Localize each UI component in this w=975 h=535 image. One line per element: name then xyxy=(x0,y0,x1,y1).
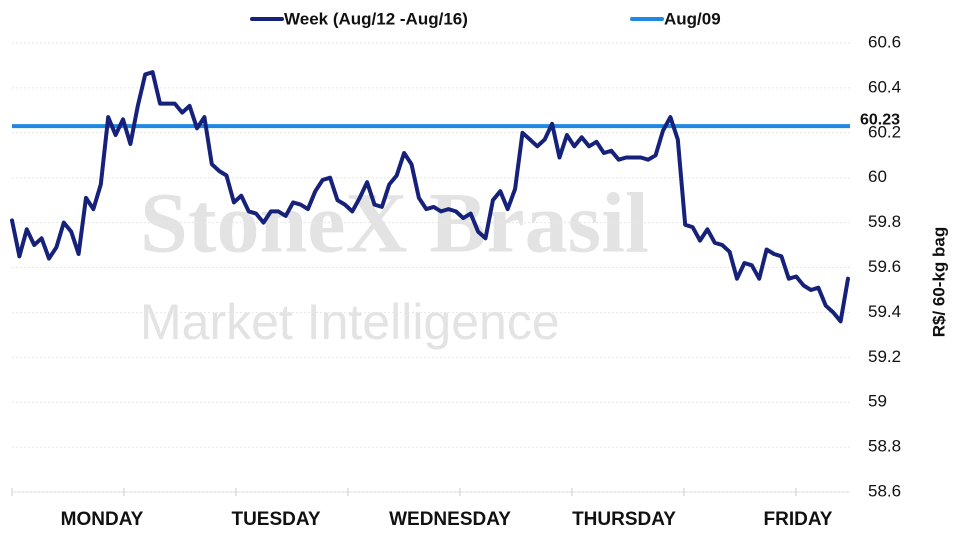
y-tick-label: 60.2 xyxy=(868,122,901,141)
y-tick-label: 59.8 xyxy=(868,212,901,231)
x-tick-label: WEDNESDAY xyxy=(389,509,511,530)
y-tick-label: 58.6 xyxy=(868,481,901,500)
watermark: Market Intelligence xyxy=(140,294,560,350)
y-tick-label: 60.6 xyxy=(868,32,901,51)
reference-label: 60.23 xyxy=(860,111,900,128)
x-tick-label: THURSDAY xyxy=(572,509,676,530)
legend-label: Week (Aug/12 -Aug/16) xyxy=(284,9,468,28)
x-tick-label: FRIDAY xyxy=(764,509,833,530)
x-tick-label: MONDAY xyxy=(61,509,144,530)
y-tick-label: 59.2 xyxy=(868,347,901,366)
y-tick-label: 59 xyxy=(868,392,887,411)
y-tick-label: 59.4 xyxy=(868,302,901,321)
legend-label: Aug/09 xyxy=(664,9,721,28)
y-tick-label: 59.6 xyxy=(868,257,901,276)
y-axis-label: R$/ 60-kg bag xyxy=(929,227,948,338)
x-tick-label: TUESDAY xyxy=(231,509,320,530)
y-tick-label: 60 xyxy=(868,167,887,186)
series-line xyxy=(10,70,850,324)
y-tick-label: 58.8 xyxy=(868,437,901,456)
y-tick-label: 60.4 xyxy=(868,77,901,96)
